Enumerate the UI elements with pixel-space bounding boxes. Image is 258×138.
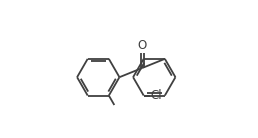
Text: Cl: Cl: [150, 89, 162, 102]
Text: O: O: [138, 39, 147, 52]
